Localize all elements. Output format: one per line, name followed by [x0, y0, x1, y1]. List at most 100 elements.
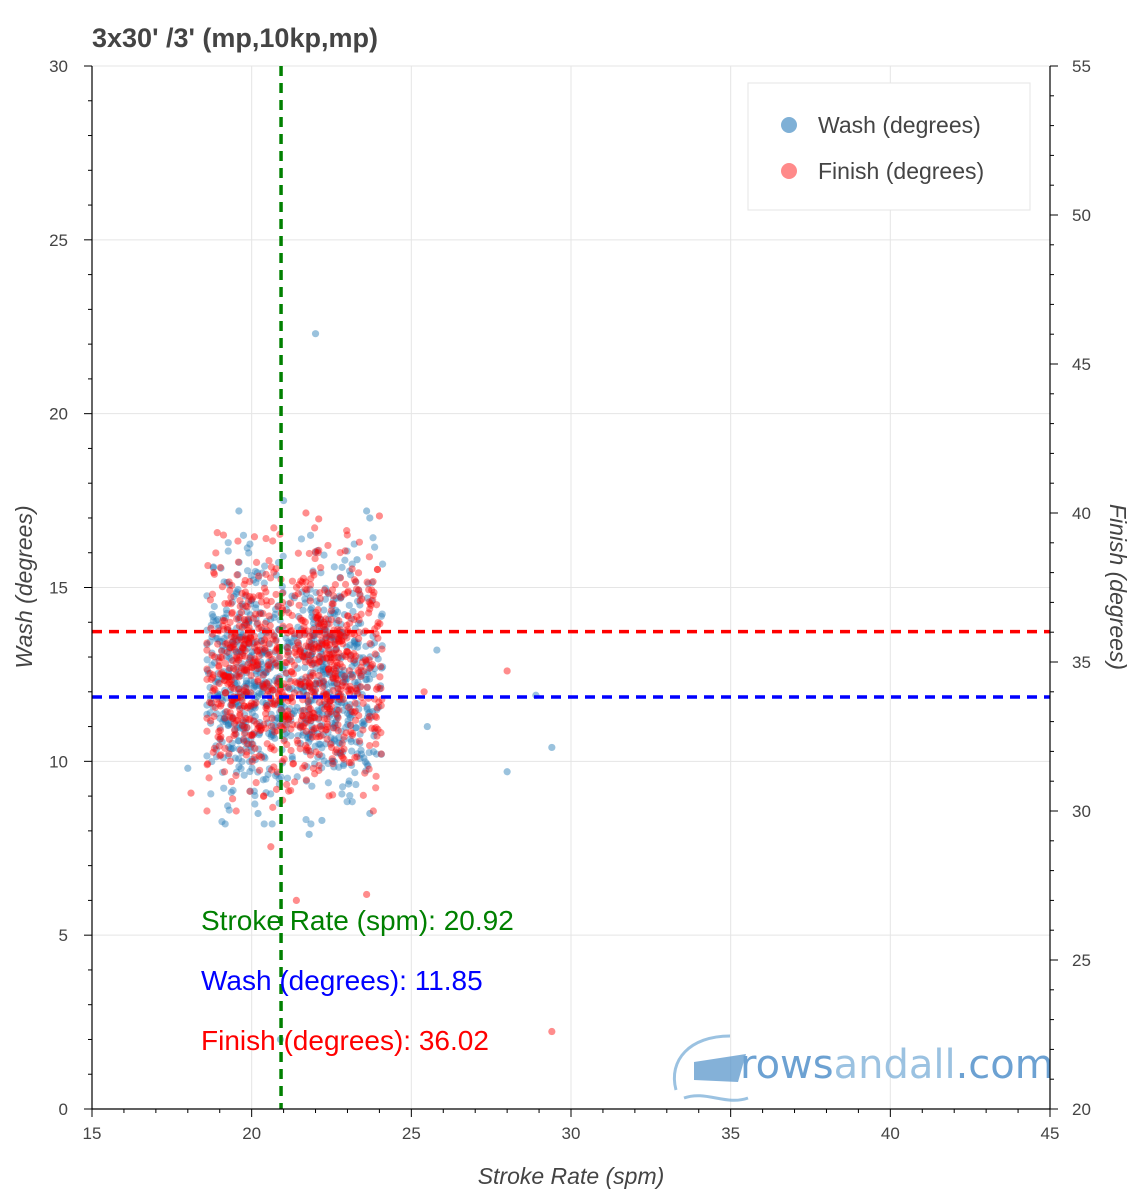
data-point	[256, 766, 264, 774]
data-point	[287, 786, 295, 795]
data-point	[335, 763, 343, 771]
data-point	[275, 654, 283, 662]
data-point	[235, 685, 243, 693]
data-point	[308, 728, 316, 736]
data-point	[337, 637, 346, 645]
data-point	[333, 711, 341, 720]
data-point	[280, 755, 288, 763]
data-point	[218, 637, 226, 646]
data-point	[226, 709, 234, 717]
data-point	[369, 707, 377, 716]
data-point	[322, 692, 330, 700]
data-point	[358, 595, 366, 603]
data-point	[360, 754, 368, 762]
data-point	[248, 732, 256, 740]
data-point	[218, 768, 227, 776]
data-point	[351, 639, 359, 647]
data-point	[266, 664, 274, 672]
data-point	[301, 761, 309, 770]
data-point	[315, 680, 323, 688]
data-point	[311, 714, 319, 722]
data-point	[328, 600, 336, 608]
data-point	[337, 727, 345, 735]
data-point	[232, 652, 240, 660]
data-point	[271, 772, 280, 780]
data-point	[273, 662, 281, 670]
data-point	[288, 577, 297, 585]
data-point	[264, 687, 272, 695]
data-point	[330, 737, 339, 745]
data-point	[249, 576, 258, 584]
data-point	[342, 702, 351, 710]
data-point	[259, 792, 268, 800]
data-point	[227, 685, 235, 694]
data-point	[329, 674, 337, 683]
data-point	[306, 684, 314, 692]
data-point	[253, 661, 261, 670]
data-point	[255, 722, 264, 730]
data-point	[300, 623, 308, 631]
data-point	[301, 741, 310, 750]
data-point	[224, 673, 232, 681]
data-point	[243, 567, 252, 575]
data-point	[359, 654, 367, 662]
data-point	[234, 571, 242, 579]
data-point	[259, 609, 267, 618]
data-point	[329, 724, 338, 732]
y-tick-label: 10	[49, 752, 68, 771]
data-point	[214, 640, 222, 648]
data-point	[204, 669, 213, 678]
data-point	[297, 616, 306, 625]
data-point	[214, 615, 222, 624]
data-point	[329, 757, 337, 765]
data-point	[227, 720, 235, 728]
data-point	[233, 637, 241, 646]
data-point	[268, 714, 276, 722]
data-point	[319, 668, 327, 676]
data-point	[315, 652, 324, 661]
data-point	[322, 725, 331, 734]
data-point	[215, 621, 223, 629]
data-point	[326, 705, 334, 713]
data-point	[377, 702, 385, 710]
data-point	[219, 671, 227, 679]
data-point	[233, 654, 241, 662]
data-point	[284, 648, 292, 656]
data-point	[252, 670, 260, 678]
data-point	[243, 704, 251, 712]
data-point	[254, 619, 262, 627]
data-point	[263, 662, 271, 670]
data-point	[299, 731, 307, 739]
data-point	[335, 739, 343, 747]
data-point	[336, 573, 344, 582]
data-point	[254, 661, 262, 669]
data-point	[219, 622, 227, 630]
data-point	[355, 635, 363, 643]
legend: Wash (degrees) Finish (degrees)	[747, 82, 1031, 211]
data-point	[363, 594, 371, 602]
data-point	[297, 678, 305, 686]
data-point	[344, 588, 352, 597]
data-point	[311, 554, 319, 563]
data-point	[326, 697, 334, 705]
data-point	[220, 617, 229, 625]
data-point	[270, 697, 278, 705]
data-point	[327, 607, 336, 615]
data-point	[216, 637, 224, 646]
data-point	[203, 807, 211, 815]
data-point	[218, 738, 226, 746]
data-point	[256, 722, 265, 730]
data-point	[260, 639, 268, 647]
data-point	[320, 586, 329, 594]
legend-marker-wash	[781, 117, 797, 133]
data-point	[322, 615, 330, 623]
data-point	[205, 774, 213, 782]
data-point	[223, 673, 231, 681]
data-point	[334, 654, 343, 662]
data-point	[214, 700, 222, 708]
data-point	[229, 664, 238, 673]
data-point	[251, 800, 259, 808]
data-point	[297, 535, 306, 543]
data-point	[253, 569, 262, 577]
data-point	[307, 716, 315, 725]
